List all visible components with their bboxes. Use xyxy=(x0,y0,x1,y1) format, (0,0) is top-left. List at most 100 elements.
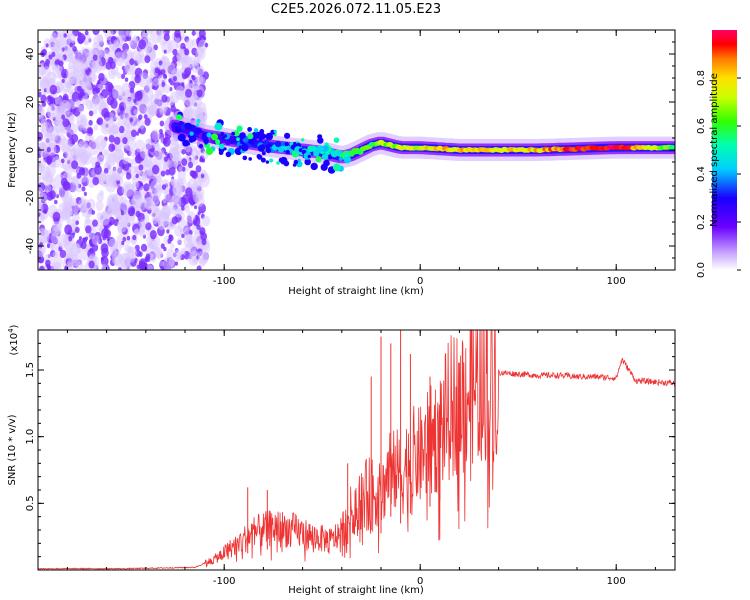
noise-blob xyxy=(138,164,144,171)
noise-blob xyxy=(87,127,92,135)
noise-blob xyxy=(172,48,178,56)
snr-marks xyxy=(38,330,675,570)
signal-blob xyxy=(260,157,266,163)
noise-blob xyxy=(161,184,167,191)
snr-ticks: -100 0 100 0.5 1.0 1.5 xyxy=(25,330,675,587)
signal-blob xyxy=(265,132,274,141)
noise-blob xyxy=(147,106,154,115)
signal-point xyxy=(668,144,675,150)
noise-blob xyxy=(52,211,61,222)
noise-blob xyxy=(156,175,162,182)
noise-blob xyxy=(109,61,116,70)
y-tick-label: -40 xyxy=(25,238,36,254)
noise-blob xyxy=(172,76,177,82)
noise-blob xyxy=(97,117,104,126)
noise-blob xyxy=(170,105,176,113)
noise-blob xyxy=(159,260,164,267)
chart-title: C2E5.2026.072.11.05.E23 xyxy=(271,2,441,17)
signal-blob xyxy=(297,158,301,162)
noise-blob xyxy=(108,68,117,80)
noise-blob xyxy=(173,249,182,261)
colorbar-tick-label: 0.8 xyxy=(696,70,707,86)
noise-blob xyxy=(154,148,165,161)
noise-blob xyxy=(129,58,135,66)
noise-blob xyxy=(69,42,74,48)
noise-blob xyxy=(103,167,109,174)
noise-blob xyxy=(200,232,207,241)
noise-blob xyxy=(181,82,185,87)
noise-blob xyxy=(95,87,101,94)
signal-blob xyxy=(199,144,203,148)
noise-blob xyxy=(100,256,109,267)
noise-blob xyxy=(85,132,92,141)
signal-blob xyxy=(206,132,212,138)
noise-blob xyxy=(116,234,123,243)
signal-blob xyxy=(196,129,202,135)
signal-blob xyxy=(328,155,332,160)
noise-blob xyxy=(92,54,98,61)
noise-blob xyxy=(161,94,168,103)
noise-blob xyxy=(163,49,167,54)
noise-blob xyxy=(199,76,206,85)
signal-blob xyxy=(260,131,264,136)
noise-blob xyxy=(63,33,67,38)
noise-blob xyxy=(184,67,192,77)
noise-blob xyxy=(67,85,74,95)
noise-blob xyxy=(149,254,157,263)
noise-blob xyxy=(38,63,45,79)
noise-blob xyxy=(107,151,117,164)
noise-blob xyxy=(121,181,134,197)
noise-blob xyxy=(152,164,160,175)
noise-blob xyxy=(166,229,170,234)
noise-blob xyxy=(167,62,176,74)
noise-blob xyxy=(134,154,142,164)
noise-blob xyxy=(181,56,188,64)
noise-blob xyxy=(149,230,157,240)
signal-blob xyxy=(317,134,323,140)
noise-blob xyxy=(128,40,133,46)
noise-blob xyxy=(128,207,135,217)
noise-blob xyxy=(87,139,100,156)
noise-blob xyxy=(137,128,142,134)
signal-blob xyxy=(284,142,289,147)
noise-blob xyxy=(65,148,78,164)
noise-blob xyxy=(196,65,205,76)
colorbar-gradient xyxy=(712,30,737,270)
noise-blob xyxy=(129,148,136,157)
signal-blob xyxy=(331,150,338,158)
noise-blob xyxy=(193,56,201,66)
noise-blob xyxy=(133,109,138,115)
signal-blob xyxy=(189,131,194,136)
noise-blob xyxy=(79,236,82,241)
noise-blob xyxy=(183,233,195,248)
noise-blob xyxy=(59,137,71,153)
noise-blob xyxy=(160,63,166,70)
noise-blob xyxy=(46,146,51,153)
noise-blob xyxy=(72,67,80,76)
noise-blob xyxy=(81,61,89,71)
signal-blob xyxy=(223,134,228,138)
noise-blob xyxy=(78,92,83,99)
signal-blob xyxy=(223,147,227,151)
x-tick-label: 100 xyxy=(607,576,626,587)
snr-y-scale-base: (x10 xyxy=(9,333,20,356)
noise-blob xyxy=(84,30,89,36)
noise-blob xyxy=(76,172,82,179)
noise-blob xyxy=(159,106,167,116)
signal-blob xyxy=(333,137,340,143)
noise-blob xyxy=(83,191,87,196)
noise-blob xyxy=(134,228,141,236)
noise-blob xyxy=(171,216,178,225)
noise-blob xyxy=(143,114,148,119)
noise-blob xyxy=(38,104,45,118)
noise-blob xyxy=(108,143,115,152)
colorbar: 0.0 0.2 0.4 0.6 0.8 Normalized spectral ampl… xyxy=(696,30,741,278)
noise-blob xyxy=(126,250,136,263)
noise-blob xyxy=(46,157,52,164)
signal-point xyxy=(321,153,329,160)
noise-blob xyxy=(71,133,79,143)
noise-blob xyxy=(123,117,131,127)
noise-blob xyxy=(38,202,44,214)
noise-blob xyxy=(152,141,159,150)
